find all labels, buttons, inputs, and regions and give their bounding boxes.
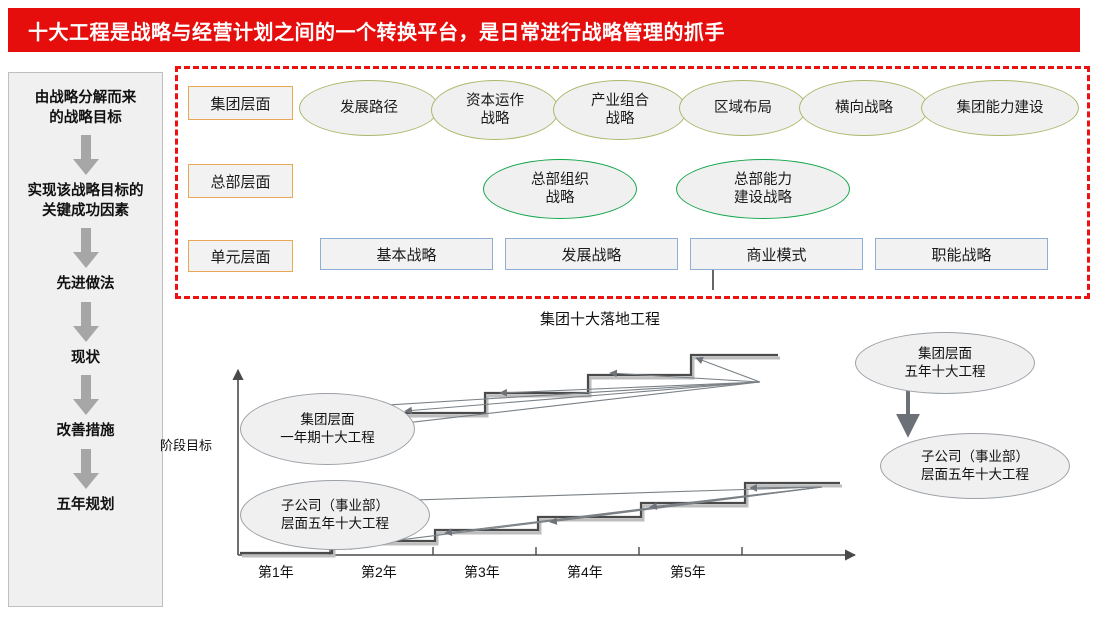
down-arrow-icon	[72, 228, 99, 269]
strategy-node-label: 基本战略	[376, 246, 437, 264]
connector-stub-line	[712, 270, 714, 290]
strategy-node-regional-layout[interactable]: 区域布局	[679, 80, 807, 136]
strategy-node-label: 商业模式	[746, 246, 807, 264]
strategy-node-label: 总部组织 战略	[531, 171, 589, 206]
page-title: 十大工程是战略与经营计划之间的一个转换平台，是日常进行战略管理的抓手	[28, 21, 725, 44]
down-arrow-icon	[72, 448, 99, 489]
strategy-decomposition-flow-sidebar: 由战略分解而来 的战略目标 实现该战略目标的 关键成功因素 先进做法 现状 改善…	[8, 72, 163, 607]
y-axis-label: 阶段目标	[160, 438, 212, 453]
level-label-text: 总部层面	[210, 173, 271, 191]
strategy-node-label: 区域布局	[714, 99, 772, 116]
strategy-node-label: 职能战略	[931, 246, 992, 264]
level-label-group: 集团层面	[188, 86, 293, 120]
sidebar-item-label: 由战略分解而来 的战略目标	[34, 90, 137, 126]
strategy-node-development-path[interactable]: 发展路径	[299, 80, 439, 136]
chart-caption: 集团十大落地工程	[540, 311, 661, 328]
strategy-node-label: 发展战略	[561, 246, 622, 264]
strategy-node-group-capability[interactable]: 集团能力建设	[921, 80, 1079, 136]
level-label-text: 单元层面	[210, 248, 271, 266]
strategy-map-region	[175, 66, 1090, 299]
bubble-label: 子公司（事业部） 层面五年十大工程	[281, 498, 389, 531]
sidebar-item-key-success-factors: 实现该战略目标的 关键成功因素	[16, 182, 156, 221]
sidebar-item-strategic-goal: 由战略分解而来 的战略目标	[16, 89, 156, 128]
strategy-node-label: 产业组合 战略	[591, 92, 649, 127]
sidebar-item-best-practice: 先进做法	[16, 275, 156, 295]
strategy-node-industry-portfolio[interactable]: 产业组合 战略	[553, 80, 687, 140]
bubble-subsidiary-five-year-projects-left[interactable]: 子公司（事业部） 层面五年十大工程	[240, 480, 430, 550]
strategy-node-horizontal-strategy[interactable]: 横向战略	[799, 80, 929, 136]
strategy-node-capital-operation[interactable]: 资本运作 战略	[431, 80, 559, 140]
x-tick-label: 第3年	[464, 564, 500, 580]
sidebar-item-label: 实现该战略目标的 关键成功因素	[27, 183, 144, 219]
bubble-group-five-year-projects[interactable]: 集团层面 五年十大工程	[855, 332, 1035, 394]
sidebar-item-label: 五年规划	[56, 496, 115, 513]
level-label-text: 集团层面	[210, 95, 271, 113]
level-label-headquarters: 总部层面	[188, 164, 293, 198]
bubble-subsidiary-five-year-projects-right[interactable]: 子公司（事业部） 层面五年十大工程	[880, 433, 1070, 499]
bubble-label: 集团层面 一年期十大工程	[280, 412, 375, 445]
sidebar-item-five-year-plan: 五年规划	[16, 496, 156, 516]
x-tick-label: 第4年	[567, 564, 603, 580]
strategy-node-basic-strategy[interactable]: 基本战略	[320, 238, 493, 270]
strategy-node-label: 横向战略	[835, 99, 893, 116]
strategy-node-business-model[interactable]: 商业模式	[690, 238, 863, 270]
bubble-label: 子公司（事业部） 层面五年十大工程	[921, 449, 1029, 482]
x-tick-label: 第5年	[670, 564, 706, 580]
bubble-label: 集团层面 五年十大工程	[904, 346, 986, 379]
sidebar-item-label: 改善措施	[56, 423, 115, 440]
sidebar-item-label: 现状	[71, 349, 100, 366]
page-title-bar: 十大工程是战略与经营计划之间的一个转换平台，是日常进行战略管理的抓手	[8, 8, 1080, 52]
strategy-node-label: 资本运作 战略	[466, 92, 524, 127]
level-label-unit: 单元层面	[188, 240, 293, 272]
strategy-node-development-strategy[interactable]: 发展战略	[505, 238, 678, 270]
sidebar-item-improvement-measures: 改善措施	[16, 422, 156, 442]
strategy-node-hq-capability[interactable]: 总部能力 建设战略	[676, 159, 850, 219]
down-arrow-icon	[72, 301, 99, 342]
sidebar-item-label: 先进做法	[56, 276, 115, 293]
strategy-node-label: 发展路径	[340, 99, 398, 116]
sidebar-item-current-status: 现状	[16, 349, 156, 369]
x-tick-label: 第2年	[361, 564, 397, 580]
strategy-node-hq-organization[interactable]: 总部组织 战略	[483, 159, 637, 219]
bubble-group-one-year-projects[interactable]: 集团层面 一年期十大工程	[240, 393, 415, 465]
down-arrow-icon	[72, 375, 99, 416]
strategy-node-functional-strategy[interactable]: 职能战略	[875, 238, 1048, 270]
x-tick-label: 第1年	[258, 564, 294, 580]
strategy-node-label: 总部能力 建设战略	[734, 171, 792, 206]
down-arrow-icon	[72, 135, 99, 176]
strategy-node-label: 集团能力建设	[956, 99, 1044, 116]
